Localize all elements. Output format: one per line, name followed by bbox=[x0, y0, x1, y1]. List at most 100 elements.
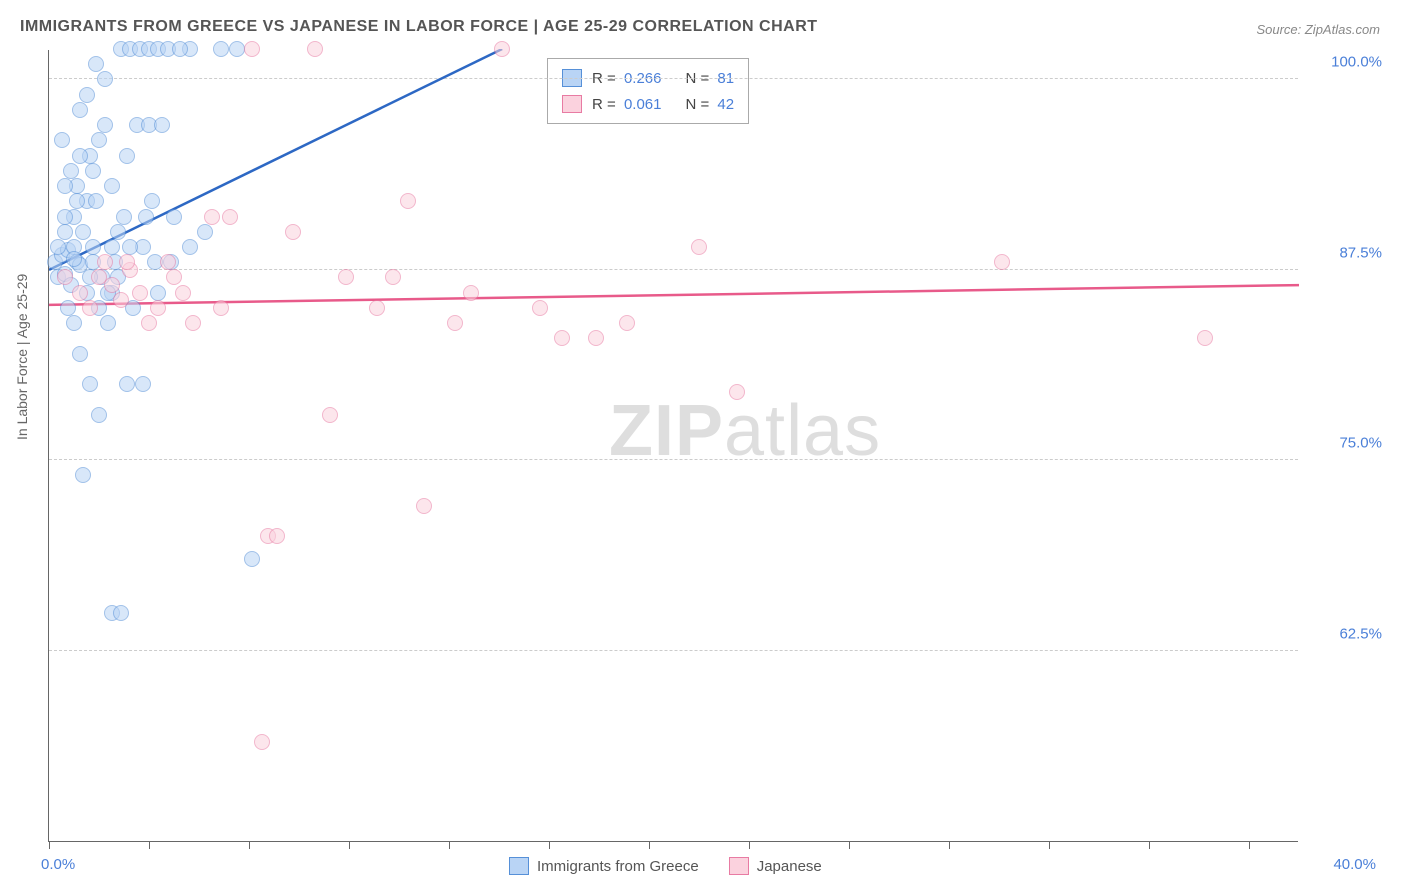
trend-lines bbox=[49, 49, 1299, 841]
data-point bbox=[57, 269, 73, 285]
legend-label: Japanese bbox=[757, 858, 822, 875]
y-axis-label: In Labor Force | Age 25-29 bbox=[14, 274, 30, 440]
data-point bbox=[416, 498, 432, 514]
data-point bbox=[104, 239, 120, 255]
data-point bbox=[82, 300, 98, 316]
data-point bbox=[619, 315, 635, 331]
data-point bbox=[82, 376, 98, 392]
data-point bbox=[66, 315, 82, 331]
data-point bbox=[369, 300, 385, 316]
data-point bbox=[91, 132, 107, 148]
data-point bbox=[285, 224, 301, 240]
y-tick-label: 100.0% bbox=[1310, 54, 1382, 71]
data-point bbox=[116, 209, 132, 225]
data-point bbox=[244, 41, 260, 57]
data-point bbox=[254, 734, 270, 750]
data-point bbox=[63, 163, 79, 179]
y-tick-label: 62.5% bbox=[1310, 625, 1382, 642]
data-point bbox=[463, 285, 479, 301]
data-point bbox=[197, 224, 213, 240]
gridline bbox=[49, 459, 1298, 460]
data-point bbox=[54, 132, 70, 148]
data-point bbox=[141, 315, 157, 331]
data-point bbox=[91, 407, 107, 423]
x-tick bbox=[49, 841, 50, 849]
data-point bbox=[322, 407, 338, 423]
data-point bbox=[729, 384, 745, 400]
x-tick bbox=[549, 841, 550, 849]
legend-item: Japanese bbox=[729, 857, 822, 875]
correlation-legend: R = 0.266N = 81R = 0.061N = 42 bbox=[547, 58, 749, 124]
data-point bbox=[60, 300, 76, 316]
data-point bbox=[447, 315, 463, 331]
legend-item: Immigrants from Greece bbox=[509, 857, 699, 875]
data-point bbox=[75, 224, 91, 240]
x-tick bbox=[1149, 841, 1150, 849]
data-point bbox=[185, 315, 201, 331]
legend-swatch bbox=[509, 857, 529, 875]
data-point bbox=[57, 209, 73, 225]
x-tick bbox=[1049, 841, 1050, 849]
data-point bbox=[72, 148, 88, 164]
data-point bbox=[97, 71, 113, 87]
chart-title: IMMIGRANTS FROM GREECE VS JAPANESE IN LA… bbox=[20, 18, 818, 36]
data-point bbox=[88, 56, 104, 72]
data-point bbox=[172, 41, 188, 57]
x-tick bbox=[449, 841, 450, 849]
legend-row: R = 0.061N = 42 bbox=[562, 91, 734, 117]
scatter-plot: ZIPatlas R = 0.266N = 81R = 0.061N = 42 … bbox=[48, 50, 1298, 842]
data-point bbox=[104, 178, 120, 194]
data-point bbox=[338, 269, 354, 285]
data-point bbox=[69, 193, 85, 209]
y-tick-label: 87.5% bbox=[1310, 244, 1382, 261]
data-point bbox=[385, 269, 401, 285]
legend-swatch bbox=[729, 857, 749, 875]
data-point bbox=[97, 117, 113, 133]
data-point bbox=[150, 285, 166, 301]
gridline bbox=[49, 650, 1298, 651]
series-legend: Immigrants from Greece Japanese bbox=[509, 857, 822, 875]
data-point bbox=[113, 292, 129, 308]
data-point bbox=[307, 41, 323, 57]
data-point bbox=[400, 193, 416, 209]
x-tick bbox=[649, 841, 650, 849]
data-point bbox=[244, 551, 260, 567]
data-point bbox=[154, 117, 170, 133]
legend-swatch bbox=[562, 95, 582, 113]
data-point bbox=[222, 209, 238, 225]
data-point bbox=[104, 277, 120, 293]
x-axis-max-label: 40.0% bbox=[1333, 856, 1376, 873]
data-point bbox=[119, 254, 135, 270]
data-point bbox=[100, 315, 116, 331]
data-point bbox=[85, 239, 101, 255]
x-tick bbox=[349, 841, 350, 849]
data-point bbox=[88, 193, 104, 209]
gridline bbox=[49, 269, 1298, 270]
data-point bbox=[72, 285, 88, 301]
x-axis-min-label: 0.0% bbox=[41, 856, 75, 873]
data-point bbox=[532, 300, 548, 316]
data-point bbox=[119, 376, 135, 392]
data-point bbox=[57, 224, 73, 240]
source-label: Source: ZipAtlas.com bbox=[1256, 22, 1380, 37]
data-point bbox=[50, 239, 66, 255]
data-point bbox=[166, 269, 182, 285]
data-point bbox=[79, 87, 95, 103]
data-point bbox=[213, 41, 229, 57]
data-point bbox=[57, 178, 73, 194]
data-point bbox=[204, 209, 220, 225]
data-point bbox=[85, 163, 101, 179]
data-point bbox=[213, 300, 229, 316]
x-tick bbox=[249, 841, 250, 849]
data-point bbox=[1197, 330, 1213, 346]
data-point bbox=[132, 285, 148, 301]
data-point bbox=[691, 239, 707, 255]
x-tick bbox=[749, 841, 750, 849]
data-point bbox=[122, 239, 138, 255]
data-point bbox=[75, 467, 91, 483]
data-point bbox=[72, 346, 88, 362]
data-point bbox=[72, 102, 88, 118]
data-point bbox=[160, 254, 176, 270]
data-point bbox=[138, 209, 154, 225]
data-point bbox=[494, 41, 510, 57]
